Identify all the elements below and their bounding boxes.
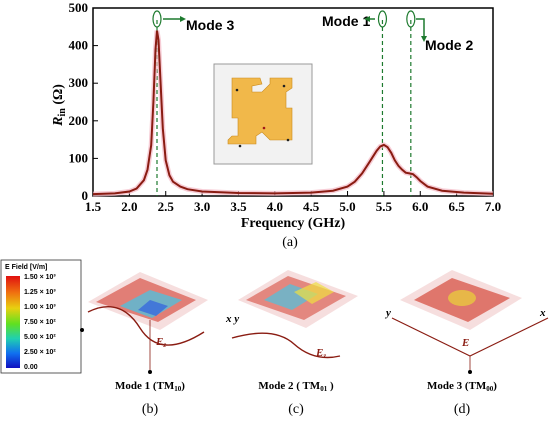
x-tick-label: 5.5 bbox=[376, 199, 393, 214]
mode1-ez-label: Ez bbox=[155, 336, 166, 349]
legend-colorbar bbox=[6, 276, 20, 368]
mode3-title: Mode 3 (TM00) bbox=[427, 380, 497, 393]
x-tick-label: 4.5 bbox=[303, 199, 320, 214]
mode-labels: Mode 3 Mode 1 Mode 2 bbox=[163, 13, 473, 53]
field-legend: E Field [V/m] 1.50 × 10³ 1.25 × 10³ 1.00 ×… bbox=[0, 259, 82, 374]
mode-marker-ellipse bbox=[152, 10, 162, 28]
legend-value: 2.50 × 10² bbox=[24, 349, 56, 356]
mode1-title: Mode 1 (TM10) bbox=[115, 380, 185, 393]
x-tick-label: 3.5 bbox=[230, 199, 247, 214]
legend-title: E Field [V/m] bbox=[5, 264, 47, 271]
y-tick-label: 400 bbox=[69, 38, 89, 53]
mode-1-label: Mode 1 bbox=[322, 13, 370, 29]
x-tick-label: 7.0 bbox=[485, 199, 501, 214]
y-tick-label: 300 bbox=[69, 75, 89, 90]
mode2-axes-label: x y bbox=[225, 313, 239, 325]
panel-d-label: (d) bbox=[454, 402, 471, 417]
antenna-inset bbox=[213, 63, 313, 165]
field-plot-mode1: Ez Mode 1 (TM10) (b) bbox=[80, 272, 208, 417]
mode-3-label: Mode 3 bbox=[186, 17, 234, 33]
legend-value: 1.25 × 10³ bbox=[24, 289, 56, 296]
x-tick-label: 6.5 bbox=[449, 199, 466, 214]
legend-value: 1.00 × 10³ bbox=[24, 304, 56, 311]
legend-value: 7.50 × 10² bbox=[24, 319, 56, 326]
y-tick-label: 500 bbox=[69, 0, 89, 15]
x-tick-label: 2.5 bbox=[158, 199, 175, 214]
y-tick-label: 200 bbox=[69, 113, 89, 128]
x-axis-label: Frequency (GHz) bbox=[241, 216, 346, 231]
mode2-ez-label: Ez bbox=[315, 347, 326, 360]
x-tick-label: 5.0 bbox=[339, 199, 355, 214]
mode3-y-axis: y bbox=[384, 307, 391, 319]
plot-frame bbox=[92, 7, 494, 197]
legend-value: 5.00 × 10² bbox=[24, 334, 56, 341]
rin-chart: 0 100 200 300 400 500 1.5 2.0 2.5 3.0 3.5 4.0 4.5 5.… bbox=[51, 0, 501, 250]
legend-values: 1.50 × 10³ 1.25 × 10³ 1.00 × 10³ 7.50 × 10²… bbox=[24, 274, 56, 371]
x-tick-label: 1.5 bbox=[85, 199, 102, 214]
x-tick-label: 6.0 bbox=[412, 199, 428, 214]
panel-c-label: (c) bbox=[288, 402, 304, 417]
mode2-title: Mode 2 ( TM01 ) bbox=[258, 380, 334, 393]
y-axis-label: Rin (Ω) bbox=[51, 84, 68, 127]
mode3-ez-label: E bbox=[461, 337, 469, 349]
field-plot-mode3: y x E Mode 3 (TM00) (d) bbox=[384, 270, 549, 417]
mode3-x-axis: x bbox=[539, 307, 546, 319]
x-tick-label: 3.0 bbox=[194, 199, 210, 214]
mode-marker-ellipse bbox=[377, 10, 388, 28]
legend-value: 1.50 × 10³ bbox=[24, 274, 56, 281]
x-tick-label: 4.0 bbox=[267, 199, 283, 214]
x-ticks: 1.5 2.0 2.5 3.0 3.5 4.0 4.5 5.0 5.5 6.0 6.5 7.0 bbox=[85, 191, 501, 214]
rin-curve bbox=[92, 30, 494, 196]
y-tick-label: 0 bbox=[82, 188, 89, 203]
x-tick-label: 2.0 bbox=[121, 199, 137, 214]
field-plot-mode2: x y Ez Mode 2 ( TM01 ) (c) bbox=[225, 270, 358, 417]
mode-marker-ellipse bbox=[406, 10, 416, 28]
panel-a-label: (a) bbox=[282, 235, 298, 250]
legend-value: 0.00 bbox=[24, 364, 38, 371]
panel-b-label: (b) bbox=[142, 402, 159, 417]
mode-2-label: Mode 2 bbox=[425, 37, 473, 53]
y-ticks: 0 100 200 300 400 500 bbox=[69, 0, 98, 203]
y-tick-label: 100 bbox=[69, 150, 89, 165]
